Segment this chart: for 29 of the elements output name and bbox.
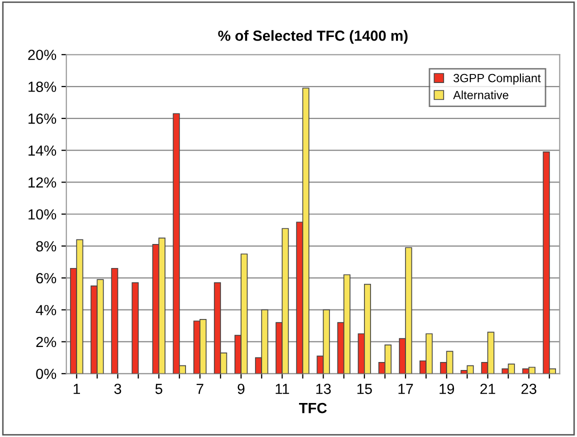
y-tick-label: 4% <box>36 305 56 316</box>
x-tick-label: 17 <box>398 384 413 394</box>
legend-label: Alternative <box>453 90 508 100</box>
chart-title: % of Selected TFC (1400 m) <box>218 30 408 44</box>
bar <box>132 282 139 374</box>
y-tick-label: 14% <box>28 145 56 156</box>
y-tick-label: 8% <box>36 241 56 252</box>
y-tick-label: 18% <box>28 82 56 92</box>
x-tick-label: 15 <box>357 384 372 394</box>
y-tick-label: 12% <box>28 177 56 188</box>
x-tick-label: 23 <box>521 384 536 394</box>
x-tick-label: 1 <box>74 384 80 394</box>
y-tick-label: 6% <box>36 273 56 284</box>
y-tick-label: 16% <box>28 114 56 124</box>
bar <box>111 268 118 374</box>
x-tick-label: 11 <box>276 384 290 394</box>
x-axis-title: TFC <box>299 402 327 414</box>
y-tick-label: 0% <box>36 368 56 380</box>
x-tick-label: 9 <box>238 384 244 394</box>
x-tick-label: 13 <box>316 384 331 394</box>
x-tick-label: 7 <box>196 384 204 394</box>
x-tick-label: 3 <box>114 384 122 394</box>
x-tick-label: 21 <box>480 384 496 394</box>
y-tick-label: 10% <box>28 209 56 220</box>
y-tick-label: 2% <box>36 336 56 348</box>
x-tick-label: 19 <box>440 384 454 394</box>
y-tick-label: 20% <box>28 50 56 60</box>
x-tick-label: 5 <box>155 384 162 394</box>
legend-label: 3GPP Compliant <box>454 74 541 85</box>
